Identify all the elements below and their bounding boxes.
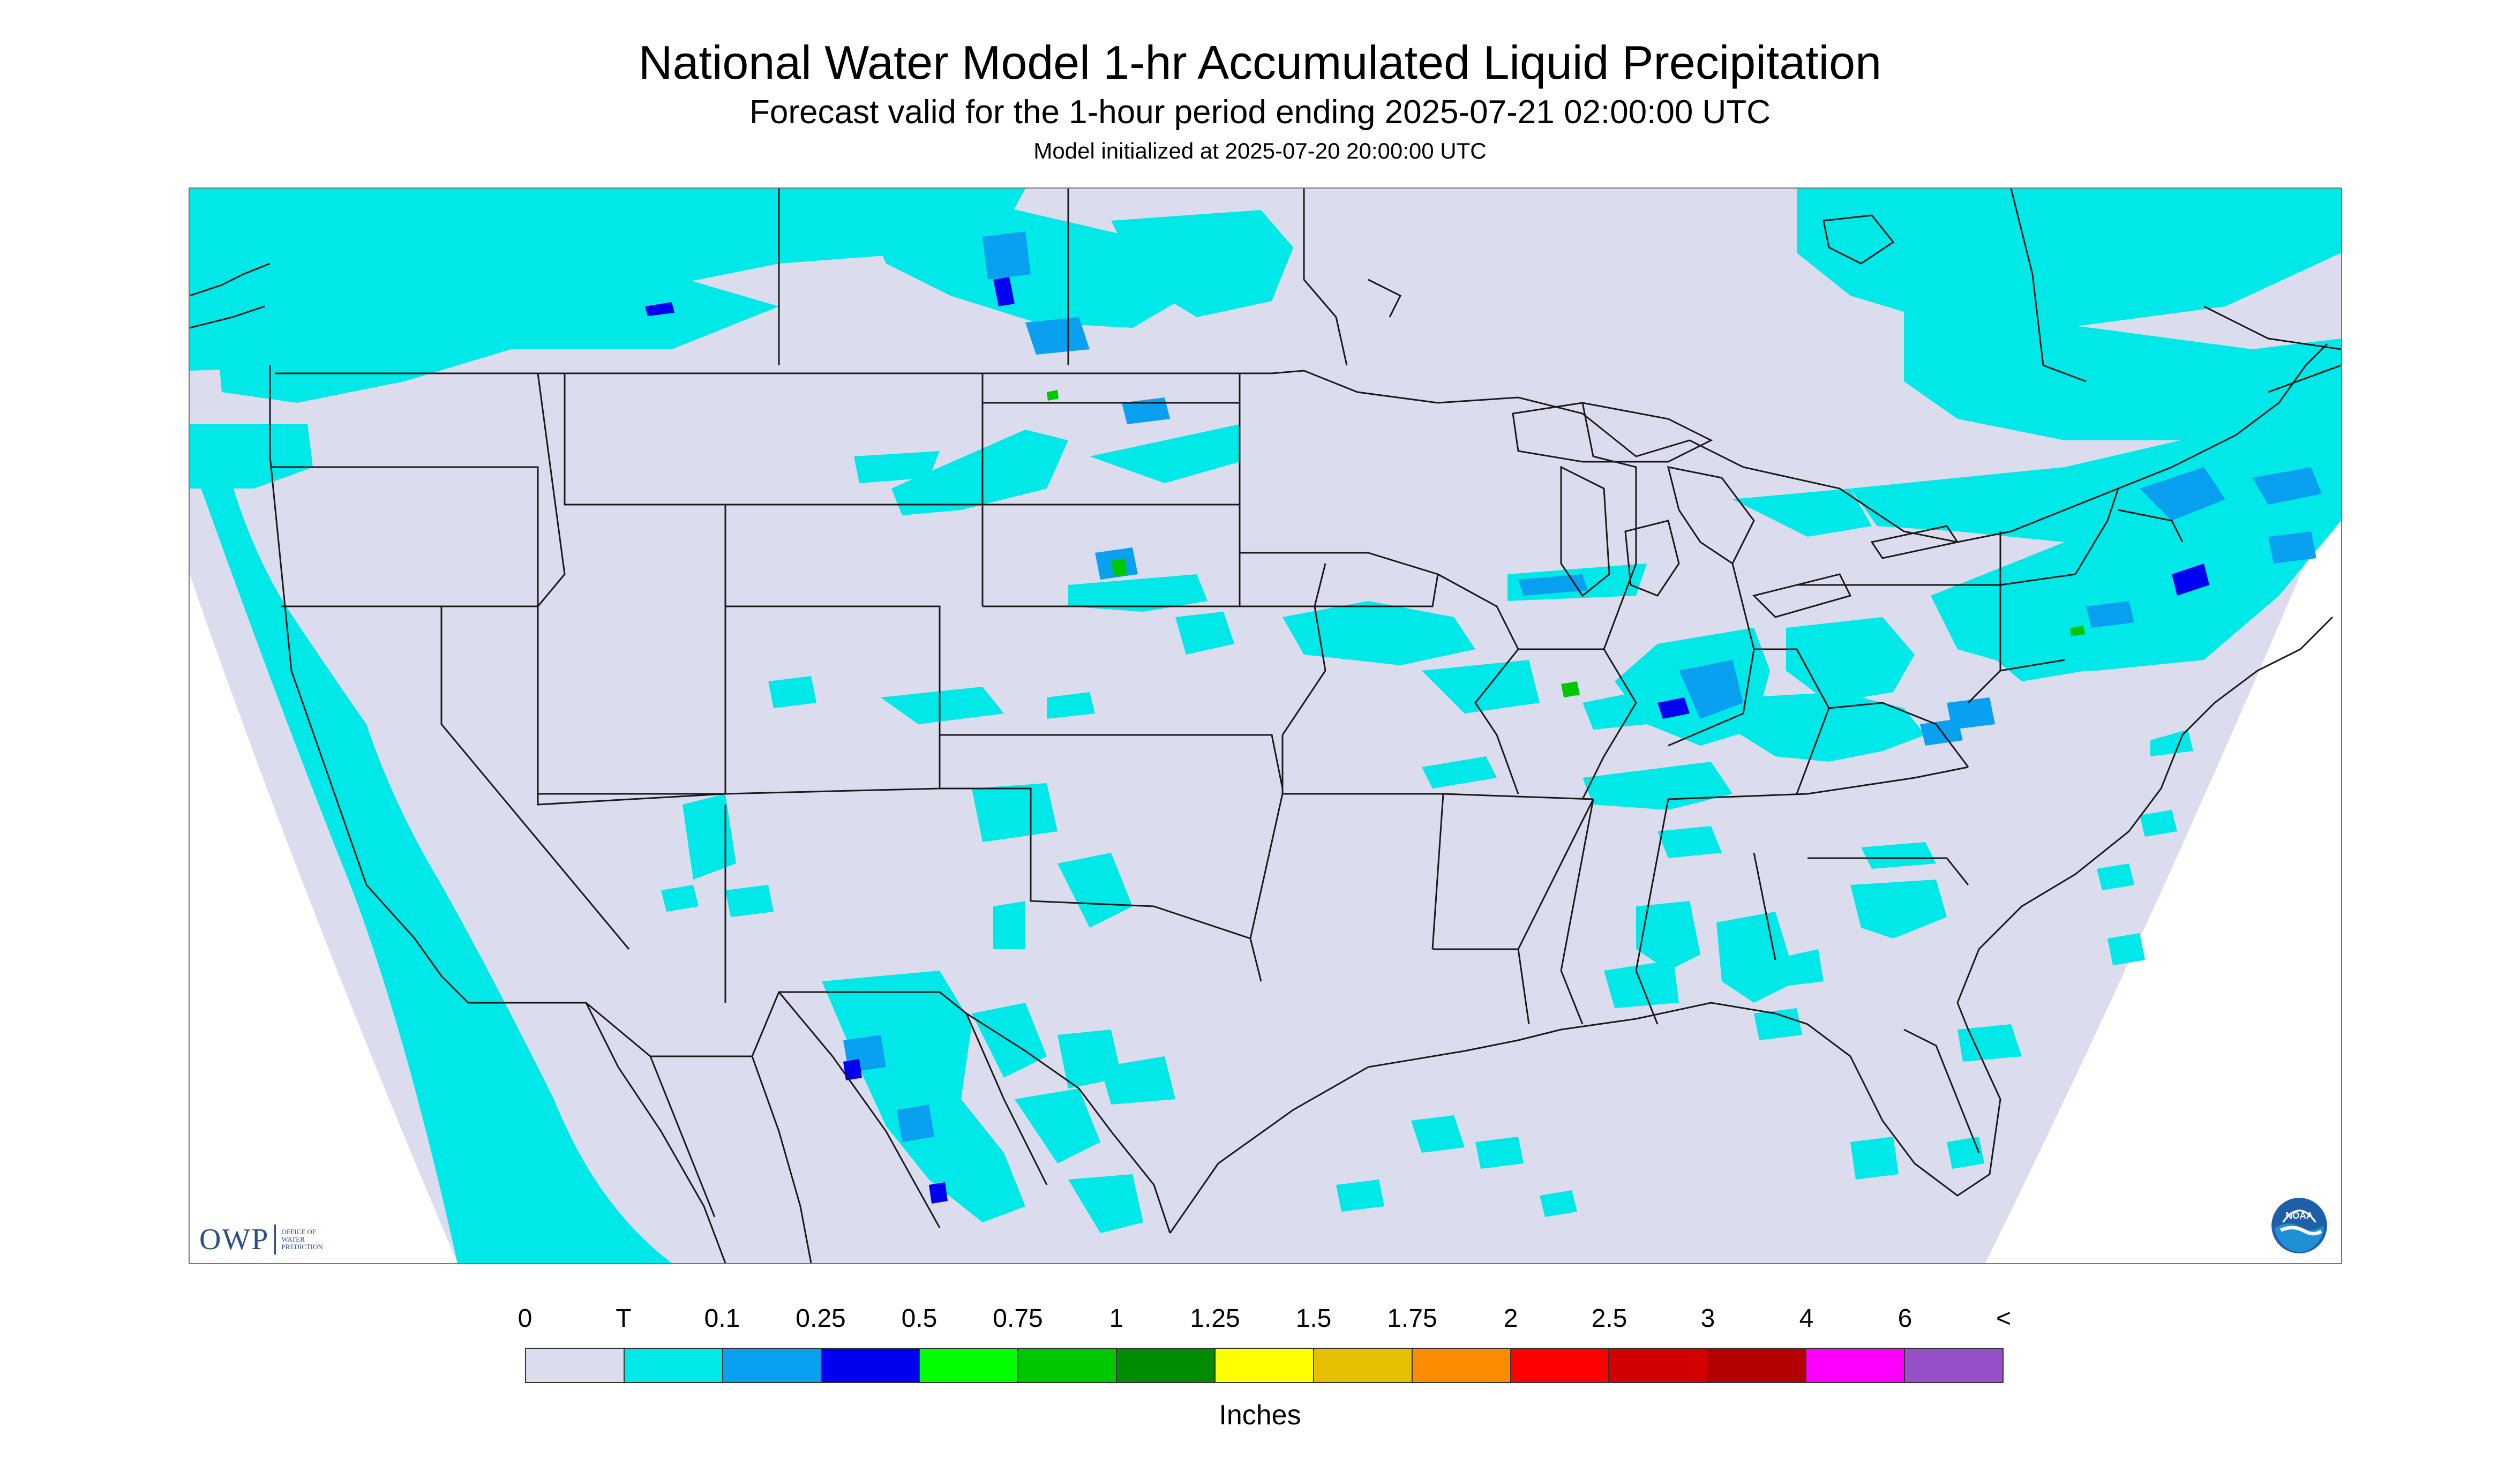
precip-trace-areas [190, 189, 2341, 1263]
legend-label: 3 [1700, 1304, 1715, 1333]
canada-coastline [190, 189, 2341, 393]
legend-swatch [624, 1349, 723, 1382]
legend-swatch [1018, 1349, 1118, 1382]
owp-logo-divider [274, 1225, 276, 1255]
precip-legend: 0 T 0.1 0.25 0.5 0.75 1 1.25 1.5 1.75 2 2.5 3 4 6 < [518, 1296, 2011, 1457]
legend-swatch [1314, 1349, 1413, 1382]
legend-label: 4 [1799, 1304, 1814, 1333]
owp-logo-sublabel: OFFICE OF WATER PREDICTION [281, 1228, 323, 1251]
legend-swatch [1216, 1349, 1314, 1382]
legend-label: 1.5 [1295, 1304, 1332, 1333]
legend-label: 2 [1503, 1304, 1518, 1333]
precip-green-areas [1047, 390, 2085, 697]
precip-dark-blue-areas [645, 277, 2209, 1204]
owp-logo: OWP OFFICE OF WATER PREDICTION [199, 1222, 323, 1257]
legend-color-bar [525, 1348, 2004, 1383]
legend-swatch [1511, 1349, 1610, 1382]
map-subtitle: Forecast valid for the 1-hour period end… [749, 94, 1771, 131]
legend-label: 1.75 [1387, 1304, 1437, 1333]
legend-label: 1.25 [1190, 1304, 1240, 1333]
legend-label: < [1996, 1304, 2012, 1333]
legend-swatch [723, 1349, 822, 1382]
legend-swatch [526, 1349, 625, 1382]
legend-label: 0.25 [796, 1304, 846, 1333]
legend-label: 2.5 [1591, 1304, 1628, 1333]
legend-label: 6 [1898, 1304, 1912, 1333]
legend-units: Inches [1219, 1400, 1301, 1431]
legend-swatch [1905, 1349, 2002, 1382]
legend-swatch [821, 1349, 920, 1382]
precipitation-map: OWP OFFICE OF WATER PREDICTION NOAA [189, 187, 2342, 1264]
legend-swatch [1117, 1349, 1216, 1382]
political-boundaries [269, 214, 2334, 1263]
legend-swatch [1412, 1349, 1511, 1382]
legend-swatch [920, 1349, 1019, 1382]
legend-label: 0.75 [993, 1304, 1043, 1333]
legend-swatch [1708, 1349, 1807, 1382]
legend-label: 0 [518, 1304, 532, 1333]
legend-label: 0.5 [901, 1304, 938, 1333]
legend-label: 0.1 [704, 1304, 740, 1333]
map-title: National Water Model 1-hr Accumulated Li… [638, 36, 1882, 89]
noaa-logo-icon: NOAA [2271, 1198, 2327, 1253]
owp-logo-text: OWP [199, 1223, 269, 1256]
svg-text:NOAA: NOAA [2286, 1210, 2313, 1221]
legend-label: 1 [1109, 1304, 1124, 1333]
model-domain [190, 189, 2341, 1263]
precip-light-blue-areas [843, 231, 2322, 1142]
model-init-note: Model initialized at 2025-07-20 20:00:00… [1033, 138, 1487, 163]
legend-swatch [1806, 1349, 1906, 1382]
legend-swatch [1609, 1349, 1708, 1382]
legend-label: T [616, 1304, 632, 1333]
